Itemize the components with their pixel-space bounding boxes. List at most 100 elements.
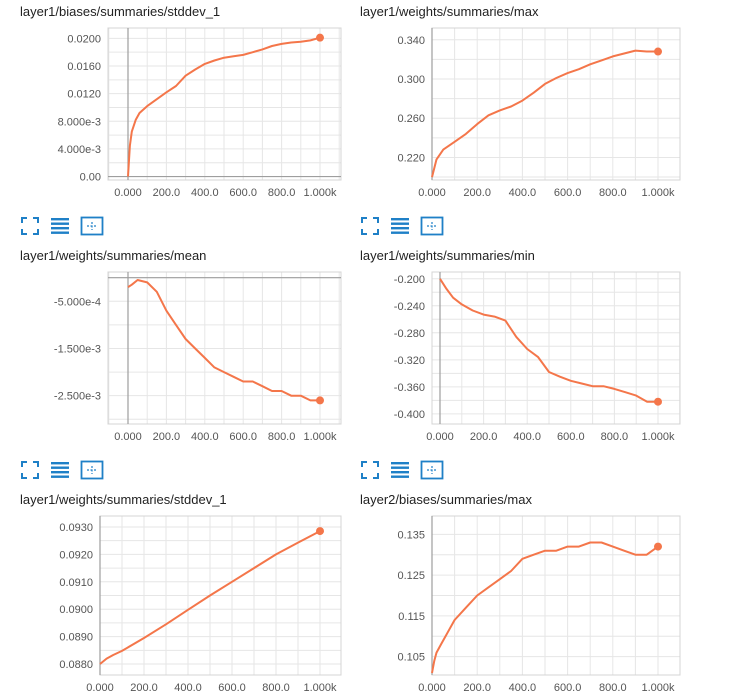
y-tick-label: 0.0200 (67, 33, 101, 45)
x-tick-label: 800.0 (601, 431, 629, 443)
y-tick-label: 0.115 (398, 611, 425, 623)
last-point-marker (316, 527, 324, 536)
y-tick-label: -0.320 (394, 355, 425, 367)
series-line (99, 530, 321, 665)
fullscreen-icon[interactable] (20, 216, 40, 236)
y-tick-label: 8.000e-3 (58, 116, 101, 128)
y-tick-label: 0.105 (397, 652, 425, 664)
y-tick-label: 0.260 (397, 113, 425, 125)
fit-domain-icon[interactable] (80, 216, 104, 236)
y-tick-label: 0.300 (397, 74, 425, 86)
x-tick-label: 0.000 (114, 187, 142, 199)
series-line (127, 279, 320, 402)
x-tick-label: 600.0 (229, 187, 257, 199)
x-tick-label: 1.000k (641, 431, 675, 443)
y-tick-label: -0.400 (394, 409, 425, 421)
x-tick-label: 0.000 (418, 187, 446, 199)
y-tick-label: 0.135 (397, 529, 425, 541)
x-tick-label: 800.0 (268, 187, 296, 199)
x-tick-label: 1.000k (303, 431, 337, 443)
y-tick-label: 0.00 (80, 172, 101, 184)
y-tick-label: -0.360 (394, 382, 425, 394)
list-icon[interactable] (390, 460, 410, 480)
x-tick-label: 200.0 (470, 431, 498, 443)
fullscreen-icon[interactable] (20, 460, 40, 480)
y-tick-label: -2.500e-3 (54, 391, 101, 403)
chart-toolbar (360, 216, 450, 236)
chart-title: layer1/weights/summaries/stddev_1 (20, 492, 227, 507)
last-point-marker (654, 542, 662, 551)
y-tick-label: 0.0920 (59, 549, 93, 561)
x-tick-label: 400.0 (191, 431, 219, 443)
y-tick-label: -0.200 (394, 274, 425, 286)
last-point-marker (316, 33, 324, 42)
x-tick-label: 200.0 (463, 682, 491, 694)
chart-toolbar (360, 460, 450, 480)
y-tick-label: 0.0120 (67, 89, 101, 101)
list-icon[interactable] (390, 216, 410, 236)
list-icon[interactable] (50, 216, 70, 236)
x-tick-label: 400.0 (513, 431, 541, 443)
y-tick-label: 0.0890 (59, 632, 93, 644)
x-tick-label: 200.0 (153, 431, 181, 443)
x-tick-label: 200.0 (463, 187, 491, 199)
x-tick-label: 1.000k (303, 187, 337, 199)
fit-domain-icon[interactable] (420, 460, 444, 480)
chart-title: layer2/biases/summaries/max (360, 492, 532, 507)
plot-frame (431, 515, 681, 676)
series-line (127, 36, 321, 177)
plot-frame (431, 271, 681, 425)
y-tick-label: 0.0930 (59, 522, 93, 534)
y-tick-label: 0.0880 (59, 659, 93, 671)
x-tick-label: 1.000k (641, 187, 675, 199)
last-point-marker (654, 397, 662, 406)
x-tick-label: 0.000 (418, 682, 446, 694)
series-line (439, 278, 658, 403)
fit-domain-icon[interactable] (80, 460, 104, 480)
x-tick-label: 200.0 (153, 187, 181, 199)
x-tick-label: 600.0 (554, 187, 582, 199)
plot-frame (107, 27, 342, 181)
y-tick-label: 0.0160 (67, 61, 101, 73)
x-tick-label: 1.000k (641, 682, 675, 694)
x-tick-label: 600.0 (229, 431, 257, 443)
series-line (431, 541, 659, 674)
fit-domain-icon[interactable] (420, 216, 444, 236)
y-tick-label: 0.220 (397, 152, 425, 164)
fullscreen-icon[interactable] (360, 216, 380, 236)
x-tick-label: 400.0 (191, 187, 219, 199)
y-tick-label: 4.000e-3 (58, 144, 101, 156)
x-tick-label: 600.0 (554, 682, 582, 694)
chart-title: layer1/biases/summaries/stddev_1 (20, 4, 221, 19)
chart-toolbar (20, 460, 110, 480)
x-tick-label: 800.0 (599, 682, 627, 694)
fullscreen-icon[interactable] (360, 460, 380, 480)
series-line (431, 49, 658, 178)
x-tick-label: 400.0 (509, 187, 537, 199)
list-icon[interactable] (50, 460, 70, 480)
chart-title: layer1/weights/summaries/max (360, 4, 539, 19)
y-tick-label: 0.0900 (59, 604, 93, 616)
y-tick-label: -0.240 (394, 301, 425, 313)
x-tick-label: 0.000 (86, 682, 114, 694)
last-point-marker (316, 396, 324, 405)
x-tick-label: 0.000 (114, 431, 142, 443)
x-tick-label: 600.0 (218, 682, 246, 694)
last-point-marker (654, 47, 662, 56)
y-tick-label: -5.000e-4 (54, 296, 101, 308)
chart-title: layer1/weights/summaries/mean (20, 248, 207, 263)
x-tick-label: 200.0 (130, 682, 158, 694)
y-tick-label: -1.500e-3 (54, 343, 101, 355)
y-tick-label: -0.280 (394, 328, 425, 340)
x-tick-label: 800.0 (262, 682, 290, 694)
x-tick-label: 400.0 (174, 682, 202, 694)
x-tick-label: 400.0 (509, 682, 537, 694)
